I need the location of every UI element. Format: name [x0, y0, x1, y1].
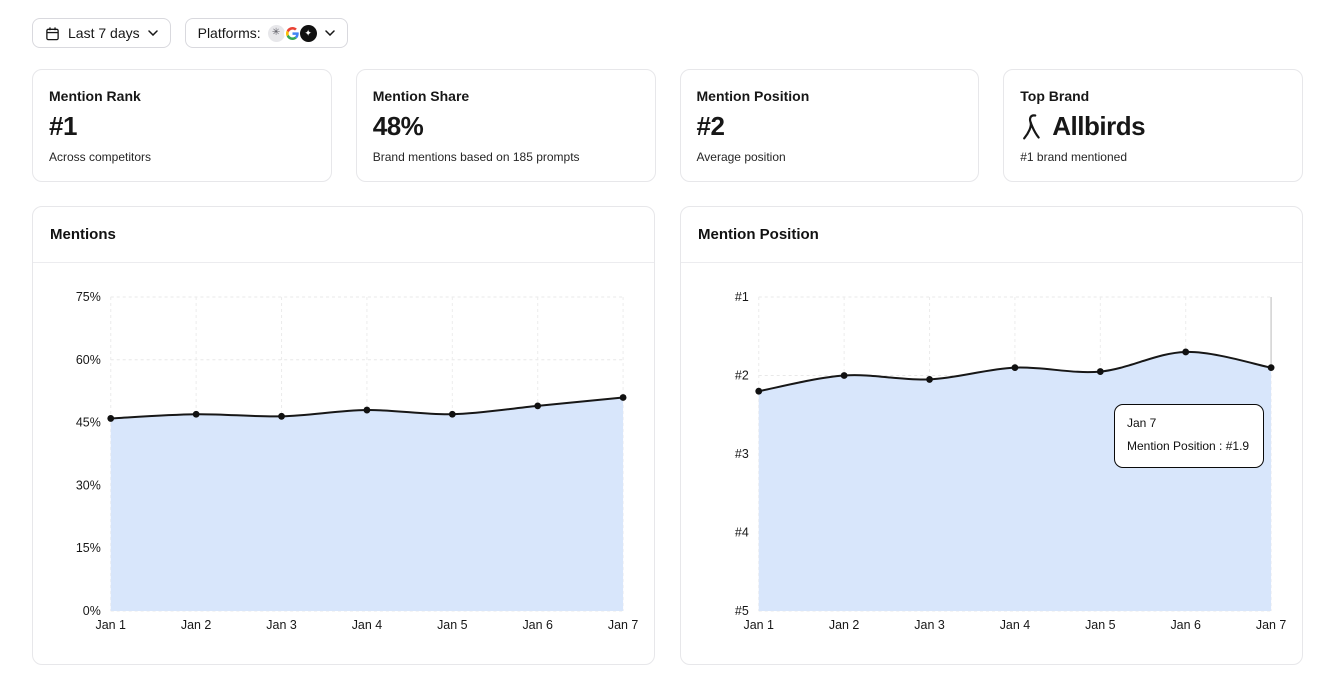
x-axis-tick-label: Jan 2: [829, 618, 860, 632]
stat-value: 48%: [372, 111, 424, 141]
data-point: [619, 394, 627, 401]
top-brand-name: Allbirds: [1052, 111, 1146, 141]
openai-icon: ✳: [267, 24, 285, 42]
x-axis-tick-label: Jan 5: [1085, 618, 1116, 632]
data-point: [278, 412, 285, 420]
data-point: [534, 402, 542, 410]
y-axis-tick-label: #3: [735, 447, 749, 461]
stat-subtitle: Brand mentions based on 185 prompts: [372, 150, 580, 164]
stat-subtitle: Across competitors: [49, 150, 152, 164]
x-axis-tick-label: Jan 5: [437, 618, 468, 632]
platform-icon-dark: ✦: [299, 24, 317, 42]
data-point: [926, 376, 933, 383]
y-axis-tick-label: #2: [735, 368, 749, 382]
area-fill: [110, 397, 624, 611]
stat-title: Top Brand: [1020, 88, 1090, 104]
stat-value: #1: [49, 111, 77, 141]
y-axis-tick-label: 30%: [76, 478, 101, 492]
mentions-chart-card: Mentions 0% 15% 30% 45% 60% 75% Jan 1 Jan 2 Jan …: [32, 206, 655, 665]
stat-title: Mention Share: [372, 88, 470, 104]
data-point: [363, 406, 371, 414]
data-point: [1011, 364, 1019, 372]
x-axis-tick-label: Jan 1: [744, 618, 775, 632]
tooltip-date: Jan 7: [1127, 416, 1157, 430]
x-axis-tick-label: Jan 4: [1000, 618, 1031, 632]
stat-title: Mention Rank: [49, 88, 141, 104]
y-axis-tick-label: 15%: [76, 541, 101, 555]
chart-title: Mentions: [50, 226, 116, 243]
platforms-label: Platforms:: [197, 25, 261, 41]
stat-card-top-brand: Top Brand Allbirds #1 brand mentioned: [1003, 69, 1303, 182]
data-point: [1182, 348, 1190, 356]
allbirds-logo-icon: [1020, 112, 1042, 141]
data-point: [1096, 368, 1104, 375]
data-point: [448, 410, 456, 418]
stat-value: #2: [696, 111, 725, 141]
data-point: [1267, 364, 1275, 372]
x-axis-tick-label: Jan 3: [914, 618, 945, 632]
x-axis-tick-label: Jan 4: [352, 618, 383, 632]
chevron-down-icon: [324, 30, 335, 36]
date-range-dropdown[interactable]: Last 7 days: [32, 18, 171, 48]
y-axis-tick-label: 0%: [83, 604, 101, 618]
x-axis-tick-label: Jan 7: [608, 618, 639, 632]
y-axis-tick-label: #5: [735, 604, 749, 618]
chevron-down-icon: [147, 30, 158, 36]
chart-title: Mention Position: [698, 226, 819, 243]
date-range-label: Last 7 days: [68, 25, 140, 41]
chart-header: Mentions: [33, 207, 654, 263]
x-axis-tick-label: Jan 3: [266, 618, 297, 632]
y-axis-tick-label: #4: [735, 525, 749, 539]
chart-tooltip: Jan 7 Mention Position : #1.9: [1114, 404, 1264, 468]
stat-card-mention-rank: Mention Rank #1 Across competitors: [32, 69, 332, 182]
charts-row: Mentions 0% 15% 30% 45% 60% 75% Jan 1 Jan 2 Jan …: [32, 206, 1303, 665]
stat-subtitle: #1 brand mentioned: [1020, 150, 1127, 164]
data-point: [840, 372, 848, 379]
data-point: [192, 410, 200, 418]
stat-value-brand: Allbirds: [1020, 111, 1286, 142]
stat-card-mention-position: Mention Position #2 Average position: [679, 69, 980, 182]
filter-bar: Last 7 days Platforms: ✳: [32, 18, 1303, 48]
chart-header: Mention Position: [681, 207, 1302, 263]
y-axis-tick-label: 45%: [76, 416, 101, 430]
x-axis-tick-label: Jan 7: [1256, 618, 1287, 632]
stat-title: Mention Position: [696, 88, 810, 104]
stats-row: Mention Rank #1 Across competitors Menti…: [32, 69, 1303, 182]
platform-icon-group: ✳ ✦: [267, 24, 317, 42]
mention-position-chart-card: Mention Position #1 #2 #3 #4 #5 Jan 1 Jan 2 Jan…: [680, 206, 1303, 665]
y-axis-tick-label: 60%: [76, 353, 101, 367]
mentions-chart[interactable]: 0% 15% 30% 45% 60% 75% Jan 1 Jan 2 Jan 3 Jan 4 Jan…: [33, 263, 654, 664]
x-axis-tick-label: Jan 6: [1170, 618, 1201, 632]
calendar-icon: [45, 26, 60, 41]
x-axis-tick-label: Jan 1: [96, 618, 127, 632]
x-axis-tick-label: Jan 6: [522, 618, 553, 632]
google-icon: [283, 24, 301, 42]
y-axis-tick-label: 75%: [76, 290, 101, 304]
x-axis-tick-label: Jan 2: [181, 618, 212, 632]
mention-position-chart[interactable]: #1 #2 #3 #4 #5 Jan 1 Jan 2 Jan 3 Jan 4 Jan 5 Jan 6…: [681, 263, 1302, 664]
y-axis-tick-label: #1: [735, 290, 749, 304]
stat-card-mention-share: Mention Share 48% Brand mentions based o…: [355, 69, 656, 182]
stat-subtitle: Average position: [696, 150, 786, 164]
data-point: [755, 387, 763, 395]
area-fill: [758, 351, 1272, 611]
data-point: [107, 415, 115, 422]
tooltip-value: Mention Position : #1.9: [1127, 439, 1250, 453]
platforms-dropdown[interactable]: Platforms: ✳ ✦: [184, 18, 348, 48]
